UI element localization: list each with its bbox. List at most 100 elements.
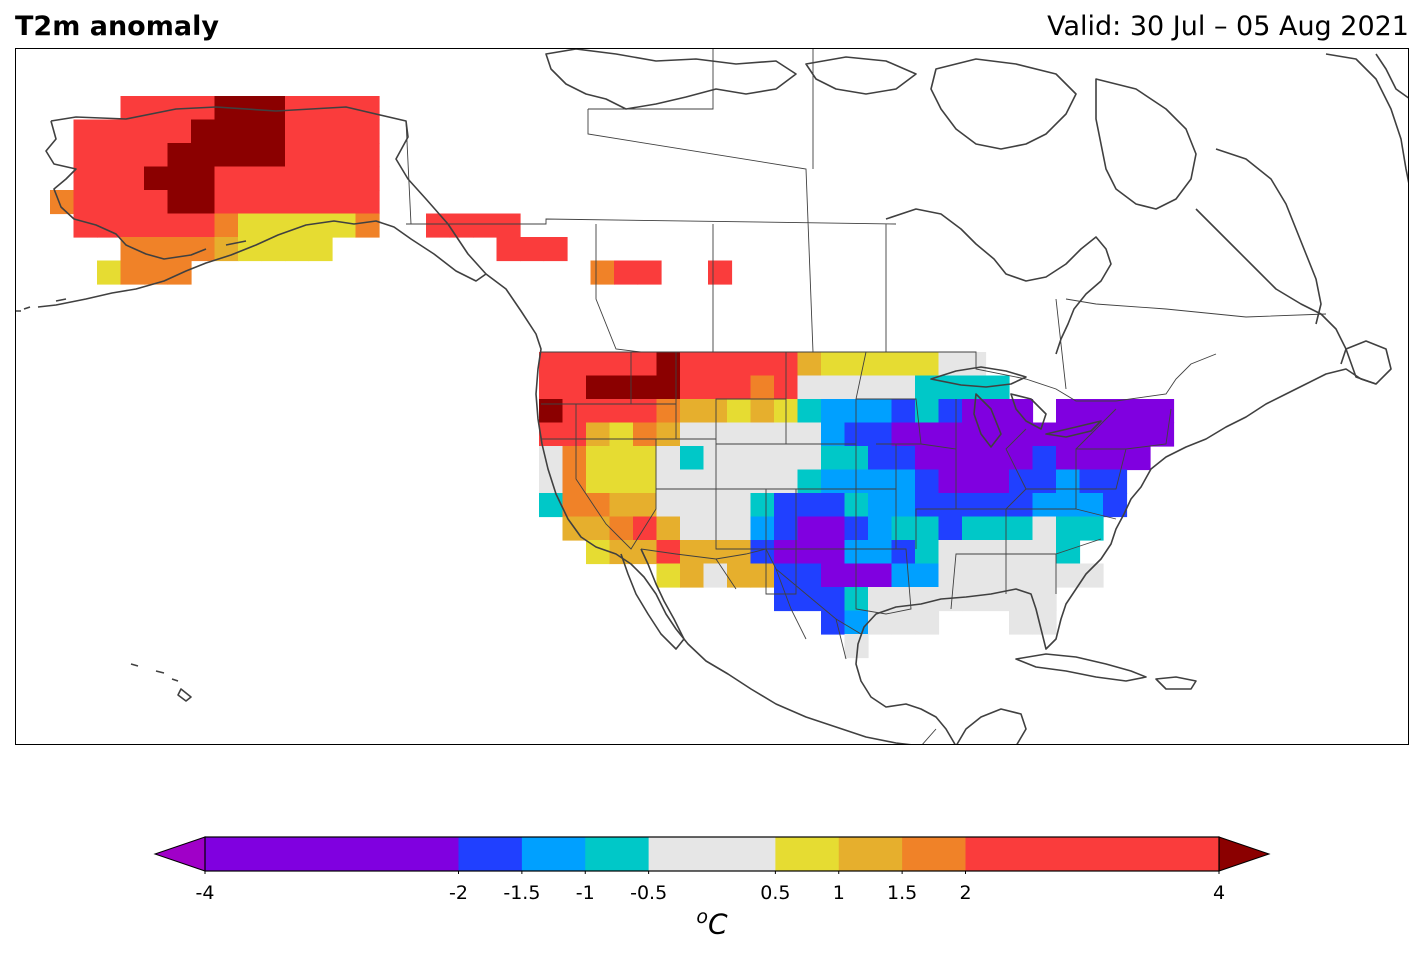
gulf-coast (855, 368, 1377, 744)
anomaly-cell (891, 493, 916, 518)
anomaly-cell (680, 399, 705, 424)
anomaly-cell (797, 563, 822, 588)
anomaly-cell (915, 446, 940, 471)
mexico-borders (715, 558, 937, 744)
anomaly-cell (1009, 446, 1034, 471)
anomaly-cell (985, 469, 1010, 494)
anomaly-cell (609, 375, 634, 400)
anomaly-cell (1009, 493, 1034, 518)
anomaly-cell (656, 399, 681, 424)
anomaly-cell (586, 516, 611, 541)
anomaly-cell (1032, 587, 1057, 612)
canada-province-borders (405, 49, 1327, 390)
anomaly-cell (332, 166, 357, 191)
anomaly-cell (332, 143, 357, 168)
anomaly-cell (1056, 516, 1081, 541)
anomaly-cell (586, 422, 611, 447)
greenland-edge (1325, 53, 1408, 184)
anomaly-cell (473, 213, 498, 238)
anomaly-cell (1056, 469, 1081, 494)
anomaly-cell (1103, 399, 1128, 424)
anomaly-cell (1032, 610, 1057, 635)
anomaly-cell (120, 237, 145, 262)
unit-base: C (708, 907, 728, 941)
anomaly-cell (844, 399, 869, 424)
map-title: T2m anomaly (15, 11, 219, 42)
anomaly-cell (214, 190, 239, 215)
anomaly-cell (774, 587, 799, 612)
anomaly-cell (609, 493, 634, 518)
anomaly-cell (891, 540, 916, 565)
colorbar-bin (521, 837, 586, 871)
anomaly-cell (727, 493, 752, 518)
anomaly-cell (915, 610, 940, 635)
anomaly-cell (703, 375, 728, 400)
anomaly-cell (586, 446, 611, 471)
anomaly-cell (73, 119, 98, 144)
anomaly-cell (308, 166, 333, 191)
anomaly-cell (844, 540, 869, 565)
anomaly-cell (308, 213, 333, 238)
anomaly-cell (167, 260, 192, 285)
anomaly-cell (238, 237, 263, 262)
anomaly-cell (238, 143, 263, 168)
anomaly-cell (144, 143, 169, 168)
anomaly-cell (703, 563, 728, 588)
anomaly-cell (750, 375, 775, 400)
unit-degree-superscript: o (696, 906, 709, 928)
anomaly-cell (1079, 516, 1104, 541)
hawaii-islands (130, 663, 192, 702)
anomaly-cell (891, 422, 916, 447)
colorbar (153, 836, 1271, 874)
anomaly-cell (191, 166, 216, 191)
anomaly-cell (821, 399, 846, 424)
anomaly-cell (727, 563, 752, 588)
anomaly-cell (774, 469, 799, 494)
anomaly-cell (355, 213, 380, 238)
anomaly-cell (727, 469, 752, 494)
anomaly-cell (539, 352, 564, 377)
anomaly-cell (656, 469, 681, 494)
anomaly-cell (1103, 469, 1128, 494)
anomaly-cell (214, 166, 239, 191)
anomaly-cell (586, 493, 611, 518)
anomaly-cell (962, 493, 987, 518)
anomaly-cell (797, 375, 822, 400)
newfoundland-coast (1345, 340, 1392, 385)
anomaly-cell (985, 446, 1010, 471)
colorbar-tick-label: -2 (449, 882, 468, 904)
anomaly-cell (938, 469, 963, 494)
anomaly-cell (562, 352, 587, 377)
anomaly-cell (609, 540, 634, 565)
anomaly-cell (285, 96, 310, 121)
anomaly-cell (1009, 469, 1034, 494)
anomaly-cell (821, 516, 846, 541)
anomaly-cell (1032, 469, 1057, 494)
anomaly-cell (962, 587, 987, 612)
colorbar-tick-label: 4 (1212, 882, 1226, 904)
anomaly-cell (97, 190, 122, 215)
anomaly-cell (727, 422, 752, 447)
anomaly-cell (590, 260, 615, 285)
anomaly-cell (844, 563, 869, 588)
anomaly-cell (120, 119, 145, 144)
anomaly-cell (938, 399, 963, 424)
anomaly-cell (680, 446, 705, 471)
anomaly-cell (586, 352, 611, 377)
anomaly-cell (962, 540, 987, 565)
anomaly-cell (797, 469, 822, 494)
anomaly-cell (539, 399, 564, 424)
anomaly-cell (680, 540, 705, 565)
anomaly-cell (891, 563, 916, 588)
anomaly-cell (562, 422, 587, 447)
anomaly-cell (332, 190, 357, 215)
anomaly-cell (562, 493, 587, 518)
anomaly-cell (1032, 563, 1057, 588)
anomaly-cell (774, 493, 799, 518)
anomaly-cell (539, 422, 564, 447)
us-mexico-border (640, 548, 862, 635)
anomaly-cell (915, 469, 940, 494)
yucatan-coast (956, 708, 1027, 744)
anomaly-cell (891, 375, 916, 400)
anomaly-cell (891, 399, 916, 424)
